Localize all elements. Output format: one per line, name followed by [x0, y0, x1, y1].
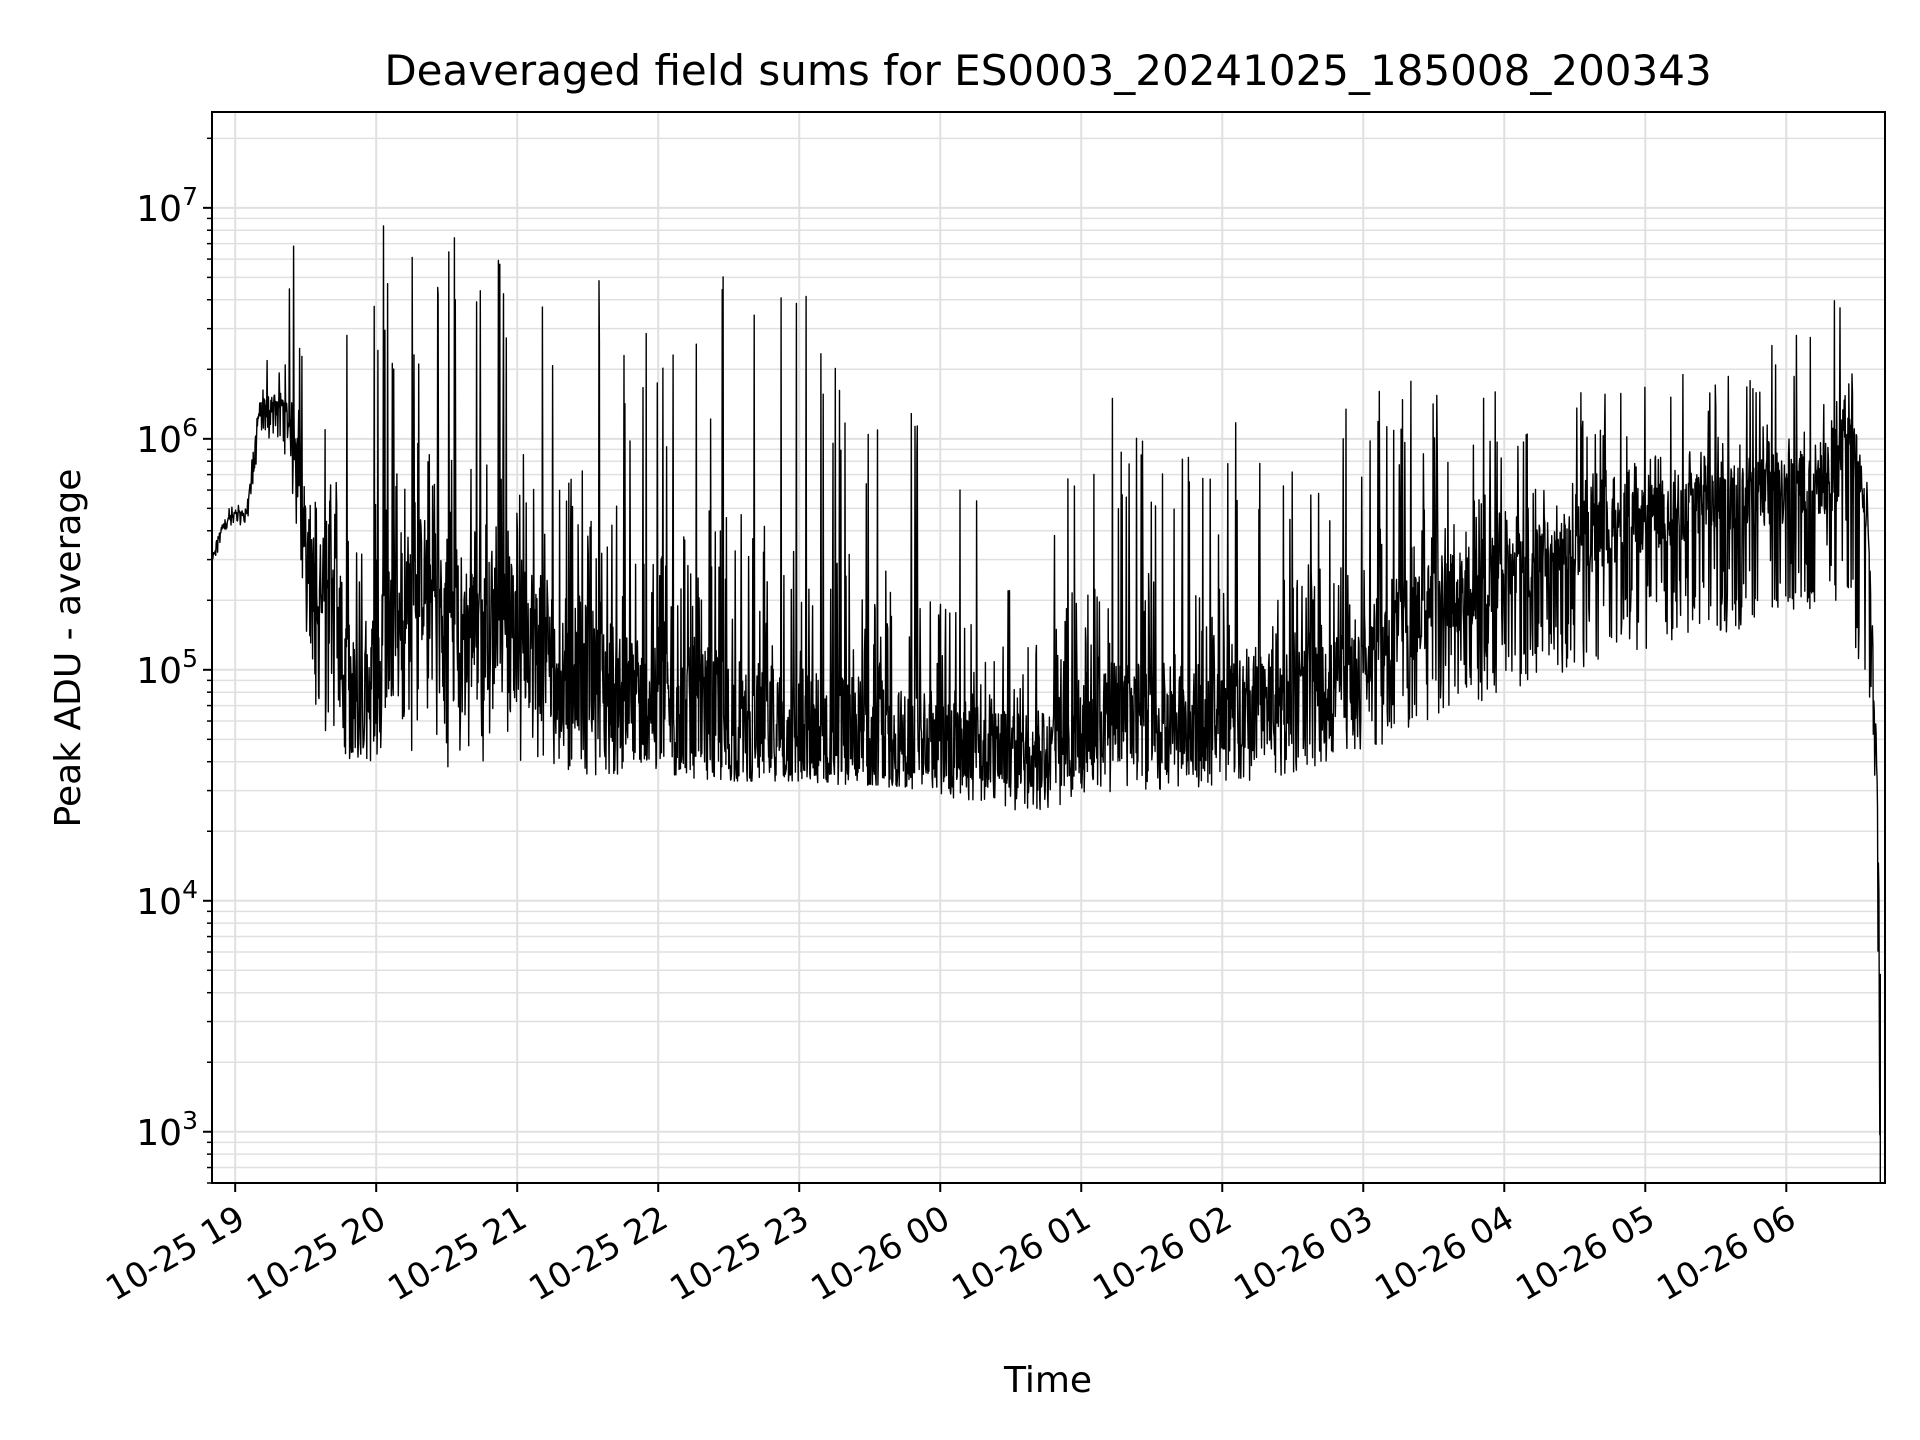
y-tick-label: 105 — [136, 644, 198, 692]
data-line-layer — [211, 225, 1881, 1183]
series-line — [211, 225, 1881, 1183]
y-axis-label: Peak ADU - average — [48, 469, 89, 828]
plot-frame — [211, 111, 1886, 1184]
x-axis-label: Time — [1003, 1360, 1092, 1401]
chart-title: Deaveraged field sums for ES0003_2024102… — [384, 46, 1711, 95]
grid-layer — [212, 112, 1885, 1184]
